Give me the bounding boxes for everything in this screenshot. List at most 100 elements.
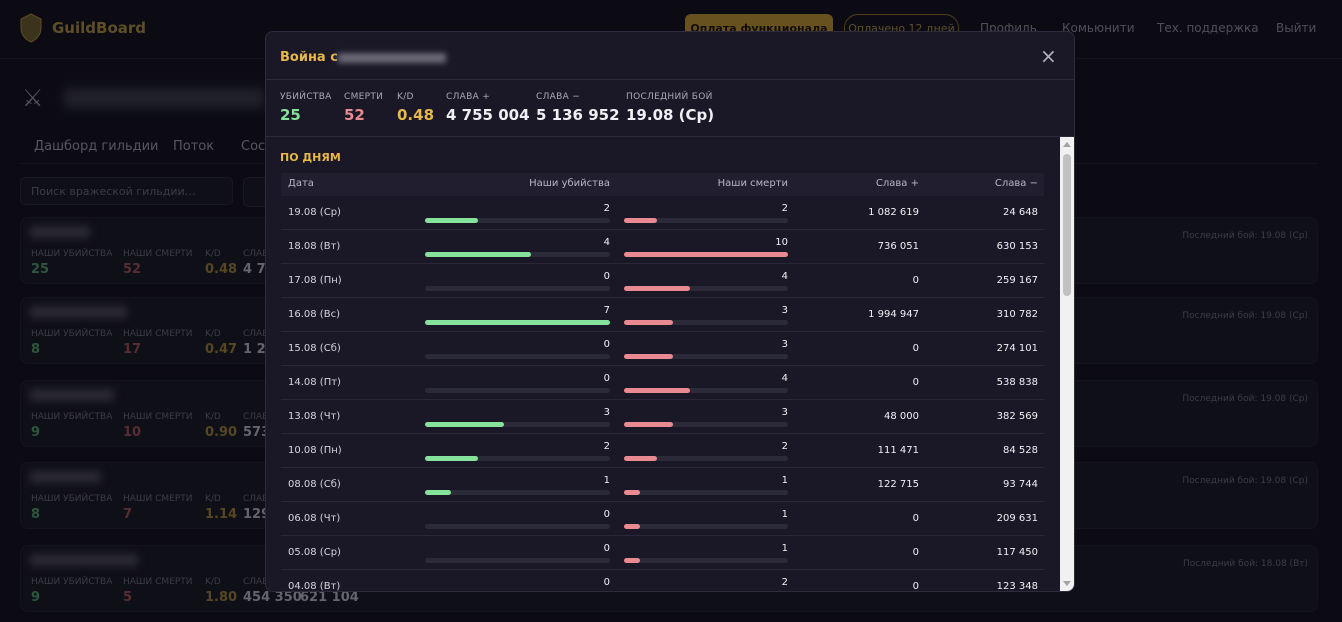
glory-minus: 259 167 [996,275,1038,286]
count-value: 2 [781,577,788,588]
glory-minus: 93 744 [1003,479,1038,490]
bar-track [425,422,610,427]
card-label: K/D [205,329,221,339]
count-value: 3 [603,407,610,418]
card-value: 1.80 [205,590,238,605]
count-value: 0 [603,577,610,588]
card-name-blurred [30,554,138,566]
tab[interactable]: Дашборд гильдии [34,139,159,154]
glory-plus: 0 [912,377,919,388]
card-label: СЛАВА + [243,412,285,422]
column-header: Слава + [875,178,919,189]
brand[interactable]: GuildBoard [52,19,147,37]
last-fight: Последний бой: 18.08 (Вт) [1182,559,1308,569]
date-cell: 18.08 (Вт) [288,241,341,252]
search-input[interactable]: Поиск вражеской гильдии… [20,177,233,205]
bar [624,490,641,495]
card-value: 25 [31,262,50,277]
section-title: ПО ДНЯМ [280,151,341,164]
glory-plus: 111 471 [877,445,919,456]
stat-label: K/D [397,92,414,102]
shield [20,13,42,43]
count-value: 1 [603,475,610,486]
nav-link[interactable]: Тех. поддержка [1157,21,1259,35]
card-label: НАШИ СМЕРТИ [123,329,193,339]
date-cell: 08.08 (Сб) [288,479,341,490]
card-value: 10 [123,425,142,440]
glory-minus: 538 838 [996,377,1038,388]
table-row [281,230,1044,264]
bar [624,456,657,461]
card-value: 0.90 [205,425,238,440]
glory-plus: 736 051 [877,241,919,252]
table-row [281,400,1044,434]
count-value: 2 [603,203,610,214]
glory-minus: 209 631 [996,513,1038,524]
count-value: 4 [781,373,788,384]
bar [624,558,641,563]
column-header: Слава − [994,178,1038,189]
bar-track [425,354,610,359]
scroll-up[interactable] [1063,142,1071,147]
card-label: НАШИ УБИЙСТВА [31,329,113,339]
card-value: 1 2 [243,342,266,357]
tab[interactable]: Поток [173,139,215,154]
bar-track [425,286,610,291]
card-name-blurred [30,306,127,318]
card-name-blurred [30,389,114,401]
table-row [281,264,1044,298]
card-label: НАШИ УБИЙСТВА [31,494,113,504]
bar-track [425,490,610,495]
table-row [281,298,1044,332]
glory-plus: 0 [912,513,919,524]
nav-link[interactable]: Выйти [1276,21,1317,35]
card-value: 8 [31,507,41,522]
count-value: 0 [603,339,610,350]
bar [425,422,505,427]
scroll-down[interactable] [1063,581,1071,586]
date-cell: 16.08 (Вс) [288,309,340,320]
stat-label: СМЕРТИ [344,92,384,102]
scrollbar-thumb[interactable] [1063,154,1071,296]
bar-track [425,524,610,529]
bar-track [624,320,788,325]
stat-label: СЛАВА + [446,92,491,102]
bar-track [425,388,610,393]
card-label: НАШИ СМЕРТИ [123,249,193,259]
card-value: 9 [31,590,41,605]
guild-name-blurred [64,88,264,108]
bar-track [425,218,610,223]
glory-plus: 0 [912,275,919,286]
card-label: K/D [205,577,221,587]
table-row [281,366,1044,400]
last-fight: Последний бой: 19.08 (Ср) [1182,476,1308,486]
bar [425,218,478,223]
card-value: 621 104 [300,590,359,605]
glory-minus: 310 782 [996,309,1038,320]
bar-track [624,422,788,427]
bar-track [624,388,788,393]
card-label: НАШИ СМЕРТИ [123,577,193,587]
bar [624,354,674,359]
nav-link[interactable]: Комьюнити [1062,21,1135,35]
close-button[interactable]: × [1040,44,1057,68]
count-value: 1 [781,475,788,486]
glory-minus: 123 348 [996,581,1038,592]
date-cell: 06.08 (Чт) [288,513,341,524]
table-row [281,502,1044,536]
bar-track [624,456,788,461]
card-label: K/D [205,494,221,504]
logo-icon [20,13,42,43]
count-value: 3 [781,339,788,350]
table-row [281,196,1044,230]
card-label: НАШИ СМЕРТИ [123,494,193,504]
glory-minus: 84 528 [1003,445,1038,456]
card-value: 8 [31,342,41,357]
bar [624,320,674,325]
header-divider [266,79,1074,80]
bar [624,524,641,529]
column-header: Дата [288,178,314,189]
card-label: СЛАВА + [243,577,285,587]
date-cell: 15.08 (Сб) [288,343,341,354]
count-value: 0 [603,543,610,554]
